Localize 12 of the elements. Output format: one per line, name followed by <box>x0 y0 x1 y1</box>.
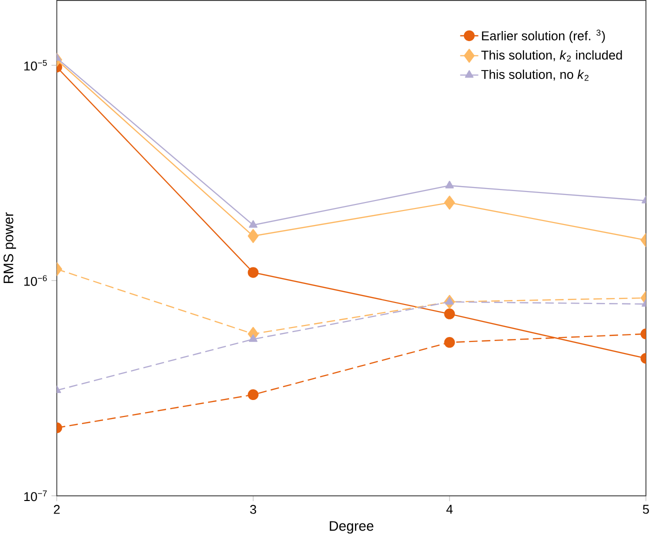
y-tick-label: 10$^{−5}$ <box>24 60 47 70</box>
x-tick-label: 3 <box>250 504 256 514</box>
x-tick-label: 2 <box>54 504 60 514</box>
x-axis-title: Degree <box>330 521 374 534</box>
y-tick-label: 10$^{−6}$ <box>24 275 47 286</box>
legend-label: Earlier solution (ref. $^{3}$) <box>482 30 605 43</box>
x-tick-label: 4 <box>446 504 453 514</box>
legend-label: This solution, no k$_{2}$ <box>481 70 588 81</box>
x-tick-label: 5 <box>642 504 649 514</box>
y-axis-title: RMS power <box>4 212 16 284</box>
legend-label: This solution, k$_{2}$ included <box>481 50 622 62</box>
y-tick-label: 10$^{−7}$ <box>24 490 47 502</box>
